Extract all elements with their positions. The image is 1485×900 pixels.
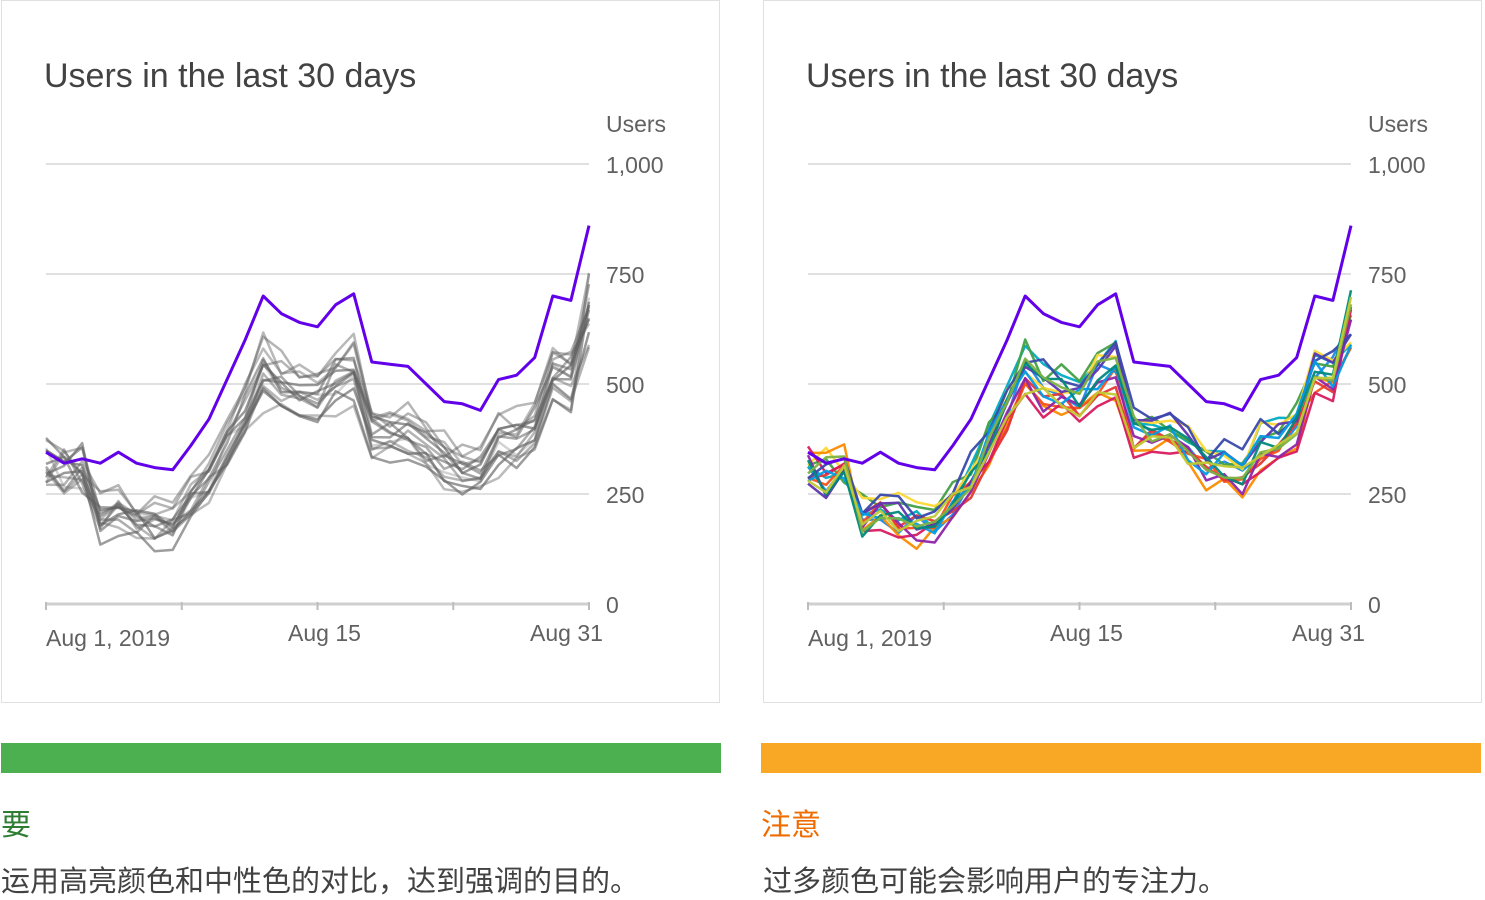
x-tick-label: Aug 31 bbox=[530, 620, 603, 646]
highlight-series-line bbox=[807, 225, 1353, 472]
line-chart-multicolor: 0 250 500 750 1,000 Users Aug 1, 2019 Aug 15 Aug… bbox=[806, 111, 1428, 651]
y-tick-label: 0 bbox=[606, 592, 619, 618]
series-line bbox=[806, 290, 1353, 538]
y-axis-label: Users bbox=[606, 111, 666, 137]
do-bar bbox=[1, 743, 721, 773]
series-line bbox=[807, 333, 1353, 531]
highlight-series-line bbox=[45, 225, 591, 472]
series-line bbox=[45, 317, 591, 530]
y-tick-label: 250 bbox=[606, 482, 644, 508]
line-chart-highlight: 0 250 500 750 1,000 Users Aug 1, 2019 Aug 15 Aug… bbox=[44, 111, 666, 651]
series-line bbox=[45, 301, 591, 553]
y-tick-label: 750 bbox=[606, 262, 644, 288]
series-line bbox=[807, 333, 1352, 520]
y-tick-label: 500 bbox=[1368, 372, 1406, 398]
y-tick-label: 1,000 bbox=[1368, 152, 1426, 178]
series-line bbox=[45, 273, 591, 522]
caution-label: 注意 bbox=[761, 808, 821, 843]
series-line bbox=[44, 344, 591, 541]
series-line bbox=[45, 304, 591, 516]
series-line bbox=[807, 341, 1352, 508]
chart-card-multicolor: Users in the last 30 days 0 250 500 750 1,00… bbox=[763, 0, 1482, 703]
caution-description: 过多颜色可能会影响用户的专注力。 bbox=[763, 864, 1228, 898]
y-tick-label: 500 bbox=[606, 372, 644, 398]
series-line bbox=[807, 346, 1353, 530]
x-tick-label: Aug 1, 2019 bbox=[46, 625, 170, 651]
chart-title: Users in the last 30 days bbox=[44, 57, 417, 95]
series-line bbox=[807, 314, 1353, 512]
series-line bbox=[45, 272, 591, 540]
x-tick-label: Aug 31 bbox=[1292, 620, 1365, 646]
series-line bbox=[45, 309, 591, 533]
series-line bbox=[807, 296, 1353, 533]
y-tick-label: 250 bbox=[1368, 482, 1406, 508]
series-line bbox=[806, 306, 1353, 539]
y-tick-label: 750 bbox=[1368, 262, 1406, 288]
caution-bar bbox=[761, 743, 1481, 773]
series-line bbox=[807, 304, 1353, 533]
do-description: 运用高亮颜色和中性色的对比，达到强调的目的。 bbox=[1, 864, 640, 898]
x-tick-label: Aug 15 bbox=[1050, 620, 1123, 646]
series-line bbox=[806, 319, 1353, 544]
chart-card-highlight: Users in the last 30 days 0 250 500 750 1,00… bbox=[1, 0, 720, 703]
x-tick-label: Aug 1, 2019 bbox=[808, 625, 932, 651]
y-tick-label: 0 bbox=[1368, 592, 1381, 618]
y-tick-label: 1,000 bbox=[606, 152, 664, 178]
x-tick-label: Aug 15 bbox=[288, 620, 361, 646]
y-axis-label: Users bbox=[1368, 111, 1428, 137]
chart-title: Users in the last 30 days bbox=[806, 57, 1179, 95]
do-label: 要 bbox=[1, 808, 31, 843]
series-line bbox=[44, 346, 591, 530]
